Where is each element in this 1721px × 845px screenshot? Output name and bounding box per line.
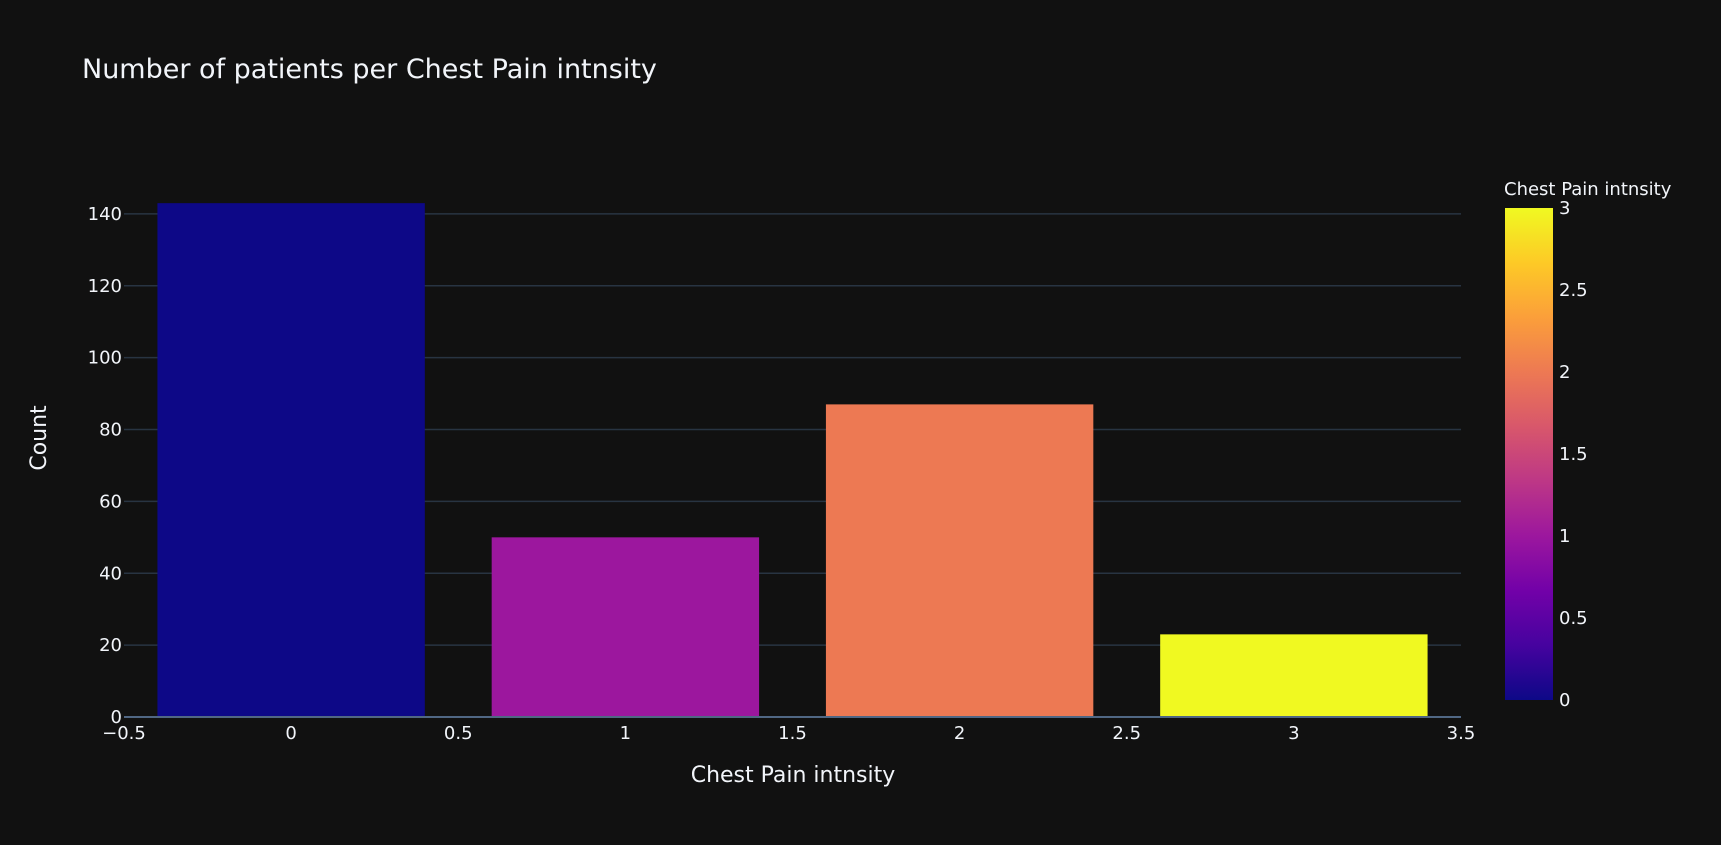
y-tick-label: 60 <box>99 491 122 512</box>
x-axis-title: Chest Pain intnsity <box>691 763 896 788</box>
y-tick-label: 40 <box>99 563 122 584</box>
colorbar-tick-label: 2 <box>1559 362 1570 383</box>
bar-1[interactable] <box>491 537 760 717</box>
x-axis-ticks: −0.5 0 0.5 1 1.5 2 2.5 3 3.5 <box>102 723 1475 744</box>
colorbar-title: Chest Pain intnsity <box>1504 179 1672 200</box>
bar-2[interactable] <box>825 404 1094 717</box>
y-tick-label: 0 <box>111 707 122 728</box>
y-tick-label: 140 <box>88 204 122 225</box>
y-axis-title: Count <box>27 405 52 471</box>
chart-title: Number of patients per Chest Pain intnsi… <box>82 54 657 85</box>
colorbar-tick-label: 0.5 <box>1559 608 1588 629</box>
colorbar-tick-label: 3 <box>1559 198 1570 219</box>
colorbar: Chest Pain intnsity 0 0.5 1 1.5 2 2.5 3 <box>1504 179 1672 711</box>
colorbar-tick-label: 1.5 <box>1559 444 1588 465</box>
x-tick-label: 3 <box>1288 723 1299 744</box>
x-tick-label: 1 <box>620 723 631 744</box>
y-tick-label: 20 <box>99 635 122 656</box>
x-tick-label: 0 <box>285 723 296 744</box>
bar-0[interactable] <box>157 203 425 718</box>
y-axis-ticks: 0 20 40 60 80 100 120 140 <box>88 204 122 728</box>
y-tick-label: 120 <box>88 276 122 297</box>
colorbar-tick-label: 2.5 <box>1559 280 1588 301</box>
y-tick-label: 100 <box>88 348 122 369</box>
bars <box>157 203 1428 718</box>
colorbar-gradient <box>1505 208 1553 700</box>
x-tick-label: 1.5 <box>778 723 807 744</box>
colorbar-ticks: 0 0.5 1 1.5 2 2.5 3 <box>1559 198 1588 711</box>
x-tick-label: 3.5 <box>1447 723 1476 744</box>
colorbar-tick-label: 0 <box>1559 690 1570 711</box>
x-tick-label: 0.5 <box>444 723 473 744</box>
colorbar-tick-label: 1 <box>1559 526 1570 547</box>
bar-3[interactable] <box>1160 634 1428 717</box>
x-tick-label: 2 <box>954 723 965 744</box>
y-tick-label: 80 <box>99 420 122 441</box>
x-tick-label: −0.5 <box>102 723 146 744</box>
x-tick-label: 2.5 <box>1112 723 1141 744</box>
